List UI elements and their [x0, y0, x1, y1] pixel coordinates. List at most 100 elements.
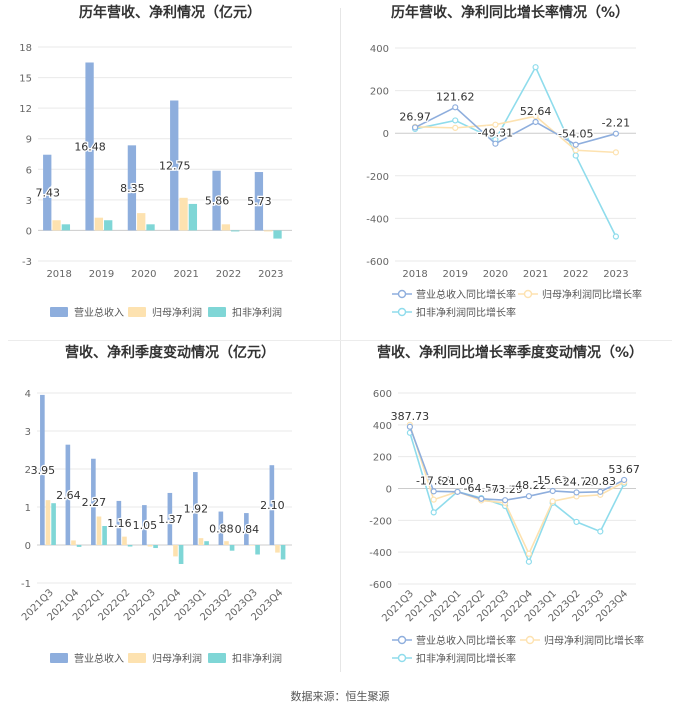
annual-bar-svg: -3 0 3 6 9 12 15 18 2018 2019 2020 2021 2022 2023 7.43…	[19, 43, 292, 319]
bar	[224, 541, 229, 545]
data-point	[532, 118, 539, 126]
data-point	[492, 121, 499, 128]
y-tick-label: 6	[26, 165, 32, 176]
legend-swatch	[128, 307, 146, 317]
y-tick-label: -3	[22, 257, 32, 268]
data-point	[525, 558, 532, 565]
x-tick-label: 2020	[483, 269, 508, 280]
x-tick-label: 2019	[89, 269, 114, 280]
data-label: 121.62	[436, 90, 475, 103]
legend-label: 扣非净利润同比增长率	[416, 306, 516, 319]
data-label: 1.37	[158, 513, 183, 526]
y-tick-label: 4	[25, 389, 31, 400]
y-tick-label: 0	[383, 129, 389, 140]
bar	[146, 224, 155, 231]
y-tick-label: 0	[386, 485, 392, 496]
bar	[229, 545, 235, 551]
bar	[96, 516, 102, 545]
data-point	[454, 488, 461, 495]
horizontal-divider	[8, 340, 672, 341]
bar	[255, 545, 260, 555]
bar	[275, 545, 280, 553]
bar	[221, 224, 231, 231]
y-tick-label: 9	[26, 135, 32, 146]
data-point	[621, 476, 628, 484]
y-tick-label: 1	[25, 503, 31, 514]
bar	[188, 203, 198, 231]
data-point	[525, 493, 532, 500]
data-label: 8.35	[120, 182, 145, 195]
legend-swatch	[397, 635, 407, 645]
data-label: 5.73	[247, 195, 272, 208]
bar	[104, 220, 113, 231]
bar	[40, 394, 45, 545]
legend-swatch	[523, 289, 533, 299]
legend-label: 扣非净利润	[232, 306, 282, 319]
annual-line-svg: -600 -400 -200 0 200 400 2018 2019 2020 2021 2022 2…	[366, 44, 642, 319]
legend-swatch	[397, 307, 407, 317]
data-label: 2.10	[260, 499, 285, 512]
legend-label: 扣非净利润同比增长率	[416, 652, 516, 665]
legend-swatch	[525, 635, 535, 645]
x-tick-label: 2018	[402, 269, 427, 280]
bar	[43, 154, 52, 231]
bar	[51, 503, 56, 545]
data-point	[572, 152, 579, 159]
data-point	[502, 497, 509, 504]
data-label: 1.16	[107, 517, 132, 530]
data-label: -73.29	[487, 483, 522, 496]
bar	[244, 513, 249, 545]
bar	[212, 170, 221, 231]
data-point	[597, 528, 604, 535]
legend-label: 营业总收入同比增长率	[416, 634, 516, 647]
data-point	[573, 518, 580, 526]
bar	[94, 217, 104, 231]
bar	[142, 505, 147, 545]
y-tick-label: 400	[370, 44, 389, 55]
data-point	[549, 498, 556, 505]
data-label: 2.27	[82, 496, 107, 509]
y-tick-label: 15	[19, 74, 32, 85]
bar	[170, 100, 179, 231]
data-label: 1.05	[133, 519, 158, 532]
series-line	[414, 106, 617, 146]
data-point	[452, 124, 459, 131]
quarterly-bar-svg: -1012342021Q32021Q42022Q12022Q22022Q3202…	[20, 389, 292, 665]
bar	[91, 458, 96, 545]
bar	[85, 62, 94, 231]
data-point	[430, 488, 437, 495]
y-tick-label: -400	[369, 548, 392, 559]
data-point	[597, 488, 604, 495]
data-label: -17.86	[416, 474, 451, 487]
y-tick-label: 200	[373, 453, 392, 464]
data-label: 52.64	[520, 105, 552, 118]
chart-title: 历年营收、净利同比增长率情况（%）	[390, 5, 630, 21]
data-label: -54.05	[558, 128, 593, 141]
y-tick-label: 12	[19, 104, 32, 115]
y-tick-label: 600	[373, 389, 392, 400]
series-line	[415, 115, 616, 154]
bar	[254, 172, 264, 231]
chart-title: 营收、净利同比增长率季度变动情况（%）	[376, 345, 644, 361]
data-label: 387.73	[391, 410, 430, 423]
data-label: -64.58	[464, 482, 499, 495]
data-label: 12.75	[159, 159, 191, 172]
data-point	[532, 64, 539, 71]
data-label: -49.31	[478, 127, 513, 140]
data-label: -2.21	[602, 117, 630, 130]
data-label: 2.64	[56, 489, 81, 502]
bar	[127, 145, 137, 231]
y-tick-label: 200	[370, 87, 389, 98]
y-tick-label: 0	[26, 226, 32, 237]
data-label: -48.22	[511, 479, 546, 492]
data-point	[411, 124, 419, 131]
bar	[102, 526, 107, 545]
x-tick-label: 2023	[258, 269, 283, 280]
x-tick-label: 2020	[131, 269, 156, 280]
data-label: 7.43	[35, 187, 60, 200]
legend-swatch	[208, 653, 226, 663]
legend-label: 归母净利润	[152, 652, 202, 665]
data-point	[612, 130, 620, 137]
bar	[269, 465, 275, 545]
series-line	[409, 424, 625, 556]
